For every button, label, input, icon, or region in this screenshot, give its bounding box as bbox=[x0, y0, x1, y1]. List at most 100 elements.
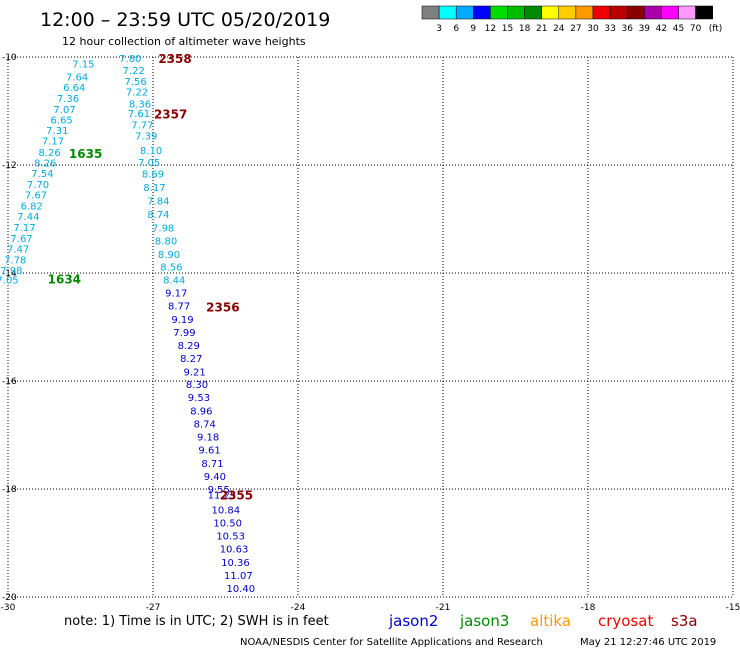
y-tick-label: -12 bbox=[2, 161, 17, 171]
colorbar-swatch bbox=[438, 5, 457, 20]
colorbar-label: 15 bbox=[502, 24, 513, 34]
colorbar-label: 30 bbox=[587, 24, 599, 34]
colorbar-swatch bbox=[473, 5, 491, 20]
wave-height-point: 7.67 bbox=[10, 234, 32, 245]
colorbar-swatch bbox=[626, 5, 645, 20]
pass-time-label: 2357 bbox=[154, 108, 187, 122]
legend-jason3: jason3 bbox=[459, 612, 509, 630]
colorbar-swatch bbox=[490, 5, 508, 20]
pass-time-label: 2358 bbox=[158, 52, 191, 66]
wave-height-point: 9.55 bbox=[208, 485, 230, 496]
wave-height-point: 7.98 bbox=[152, 224, 174, 235]
wave-height-point: 7.70 bbox=[27, 180, 49, 191]
wave-height-point: 7.07 bbox=[53, 105, 75, 116]
wave-height-point: 10.40 bbox=[226, 584, 255, 595]
wave-height-point: 8.27 bbox=[180, 354, 202, 365]
x-tick-label: -24 bbox=[291, 603, 306, 613]
wave-height-point: 6.65 bbox=[51, 116, 73, 127]
wave-height-point: 7.99 bbox=[173, 328, 195, 339]
colorbar: 3 6 9 12 15 18 21 24 27 30 33 36 39 42 45 70 (ft) bbox=[421, 5, 722, 34]
legend-jason2: jason2 bbox=[388, 612, 438, 630]
footer-credit: NOAA/NESDIS Center for Satellite Applica… bbox=[240, 637, 543, 648]
wave-height-point: 10.63 bbox=[220, 544, 249, 555]
y-tick-labels: -10 -12 -14 -16 -18 -20 bbox=[2, 53, 17, 603]
legend-altika: altika bbox=[530, 612, 571, 630]
wave-height-point: 9.61 bbox=[198, 446, 220, 457]
colorbar-swatch bbox=[661, 5, 679, 20]
wave-height-point: 7.22 bbox=[126, 88, 148, 99]
wave-height-point: 10.36 bbox=[221, 558, 250, 569]
footer-note: note: 1) Time is in UTC; 2) SWH is in fe… bbox=[64, 614, 329, 629]
wave-height-point: 9.21 bbox=[183, 367, 205, 378]
wave-height-point: 7.39 bbox=[135, 131, 157, 142]
colorbar-label: 42 bbox=[656, 24, 667, 34]
wave-height-point: 7.56 bbox=[124, 77, 146, 88]
colorbar-swatch bbox=[558, 5, 577, 20]
legend-s3a: s3a bbox=[671, 612, 698, 630]
wave-height-point: 7.31 bbox=[46, 126, 68, 137]
pass-time-label: 2355 bbox=[220, 488, 253, 502]
pass-time-label: 1634 bbox=[48, 272, 81, 286]
wave-height-point: 7.80 bbox=[119, 54, 141, 65]
wave-height-point: 7.47 bbox=[7, 245, 29, 256]
colorbar-swatch bbox=[524, 5, 542, 20]
wave-height-point: 8.80 bbox=[155, 237, 177, 248]
colorbar-label: 36 bbox=[621, 24, 633, 34]
wave-height-point: 7.67 bbox=[25, 191, 47, 202]
wave-height-point: 6.64 bbox=[63, 83, 85, 94]
colorbar-swatch bbox=[609, 5, 628, 20]
y-tick-label: -20 bbox=[2, 593, 17, 603]
wave-height-point: 8.96 bbox=[190, 407, 212, 418]
wave-height-point: 10.84 bbox=[211, 506, 240, 517]
wave-height-point: 7.44 bbox=[17, 212, 39, 223]
y-tick-label: -16 bbox=[2, 377, 17, 387]
y-tick-label: -10 bbox=[2, 53, 17, 63]
colorbar-label: 39 bbox=[639, 24, 651, 34]
wave-height-point: 7.98 bbox=[0, 266, 22, 277]
wave-height-point: 7.78 bbox=[4, 256, 26, 267]
x-tick-labels: -30 -27 -24 -21 -18 -15 bbox=[1, 603, 740, 613]
wave-height-point: 8.69 bbox=[142, 170, 164, 181]
chart-subtitle: 12 hour collection of altimeter wave hei… bbox=[62, 35, 306, 48]
data-points: 7.157.646.647.367.076.657.317.178.268.26… bbox=[0, 54, 255, 595]
x-tick-label: -18 bbox=[581, 603, 596, 613]
colorbar-label: 6 bbox=[453, 24, 459, 34]
wave-height-point: 9.17 bbox=[165, 288, 187, 299]
wave-height-point: 7.84 bbox=[147, 197, 169, 208]
pass-time-label: 1635 bbox=[69, 147, 102, 161]
y-tick-label: -14 bbox=[2, 269, 17, 279]
wave-height-point: 8.26 bbox=[38, 148, 60, 159]
legend: jason2 jason3 altika cryosat s3a bbox=[388, 612, 698, 630]
wave-height-point: 11.07 bbox=[224, 571, 253, 582]
wave-height-point: 10.53 bbox=[216, 531, 245, 542]
pass-time-label: 2356 bbox=[206, 300, 239, 314]
colorbar-swatch bbox=[695, 5, 713, 20]
colorbar-swatch bbox=[592, 5, 611, 20]
wave-height-point: 7.22 bbox=[123, 66, 145, 77]
colorbar-swatch bbox=[678, 5, 696, 20]
wave-height-point: 7.05 bbox=[0, 275, 19, 286]
colorbar-swatch bbox=[644, 5, 662, 20]
colorbar-swatch bbox=[575, 5, 594, 20]
wave-height-point: 6.82 bbox=[21, 202, 43, 213]
colorbar-label: 27 bbox=[570, 24, 581, 34]
chart-title: 12:00 – 23:59 UTC 05/20/2019 bbox=[40, 9, 330, 31]
wave-height-point: 8.56 bbox=[160, 263, 182, 274]
wave-height-point: 7.77 bbox=[131, 121, 153, 132]
colorbar-label: 3 bbox=[436, 24, 442, 34]
wave-height-point: 8.30 bbox=[186, 380, 208, 391]
plot-grid bbox=[7, 56, 734, 598]
wave-height-point: 8.29 bbox=[178, 341, 200, 352]
wave-height-point: 8.90 bbox=[158, 250, 180, 261]
wave-height-point: 7.61 bbox=[128, 109, 150, 120]
colorbar-label: 12 bbox=[485, 24, 496, 34]
wave-height-point: 7.64 bbox=[66, 72, 88, 83]
wave-height-point: 8.74 bbox=[194, 420, 216, 431]
wave-height-point: 8.71 bbox=[201, 459, 223, 470]
wave-height-point: 9.18 bbox=[197, 433, 219, 444]
x-tick-label: -21 bbox=[436, 603, 451, 613]
colorbar-label: 21 bbox=[536, 24, 547, 34]
wave-height-point: 8.10 bbox=[140, 146, 162, 157]
wave-height-point: 7.36 bbox=[57, 94, 79, 105]
